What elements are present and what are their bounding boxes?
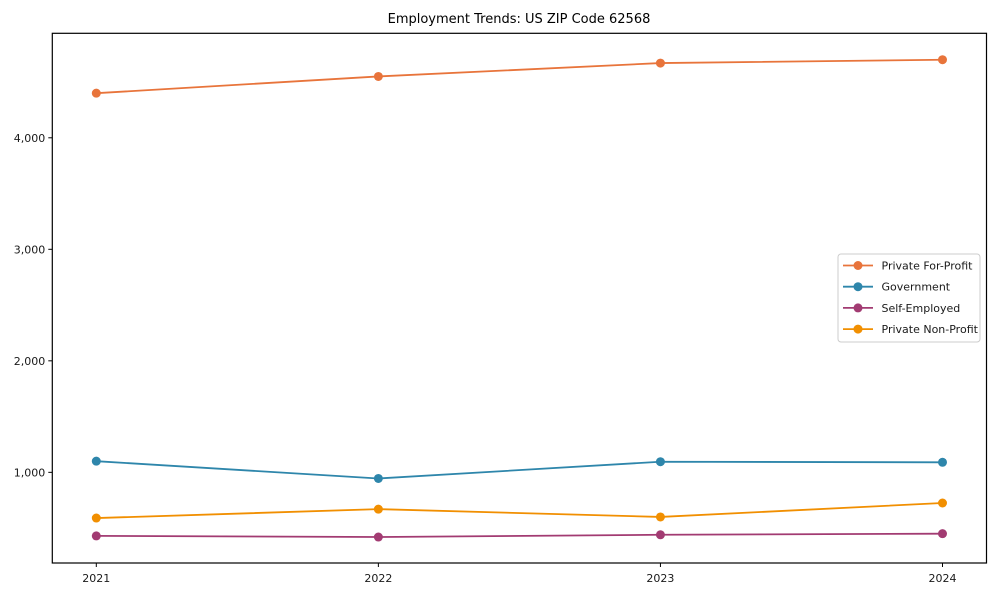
- x-tick-label: 2024: [929, 572, 957, 585]
- data-point-marker: [938, 498, 947, 508]
- legend-layer: Private For-Profit Government Self-Employe…: [837, 253, 981, 343]
- data-point-marker: [938, 457, 947, 467]
- data-point-marker: [373, 473, 383, 483]
- data-point-marker: [373, 504, 383, 514]
- series-line: [95, 460, 944, 480]
- y-tick-label: 1,000: [14, 466, 46, 479]
- legend-marker-swatch: [853, 282, 863, 292]
- data-point-marker: [655, 512, 665, 522]
- legend-marker-swatch: [853, 303, 863, 313]
- data-point-marker: [655, 530, 665, 540]
- data-point-marker: [91, 531, 101, 541]
- legend-label: Private For-Profit: [882, 260, 974, 273]
- legend-entry: Private Non-Profit: [843, 323, 979, 336]
- series-line: [95, 58, 944, 95]
- legend-label: Private Non-Profit: [882, 323, 979, 336]
- y-tick-label: 4,000: [14, 132, 46, 145]
- x-tick-label: 2022: [364, 572, 392, 585]
- data-point-marker: [655, 457, 665, 467]
- y-tick-label: 2,000: [14, 355, 46, 368]
- data-point-marker: [655, 58, 665, 68]
- legend-entry: Private For-Profit: [843, 260, 973, 273]
- legend-label: Government: [882, 281, 951, 294]
- data-point-marker: [373, 532, 383, 542]
- series-layer: [91, 55, 947, 542]
- legend-entry: Self-Employed: [843, 302, 960, 315]
- legend-marker-swatch: [853, 261, 863, 270]
- data-point-marker: [91, 456, 101, 466]
- data-point-marker: [938, 55, 947, 65]
- x-tick-label: 2023: [646, 572, 674, 585]
- legend-marker-swatch: [853, 324, 863, 334]
- legend-box: [837, 253, 981, 343]
- legend-label: Self-Employed: [882, 302, 961, 315]
- data-point-marker: [373, 71, 383, 81]
- series-line: [95, 502, 944, 519]
- legend-entry: Government: [843, 281, 951, 294]
- series-line: [95, 532, 944, 538]
- data-point-marker: [91, 513, 101, 523]
- data-point-marker: [91, 88, 101, 98]
- y-tick-label: 3,000: [14, 243, 46, 256]
- x-tick-label: 2021: [82, 572, 110, 585]
- plot-frame: [51, 32, 988, 564]
- axes-layer: 1,000 2,000 3,000 4,000 2021 2022 2023 2024: [14, 32, 988, 585]
- chart-title: Employment Trends: US ZIP Code 62568: [388, 12, 651, 27]
- data-point-marker: [938, 529, 947, 539]
